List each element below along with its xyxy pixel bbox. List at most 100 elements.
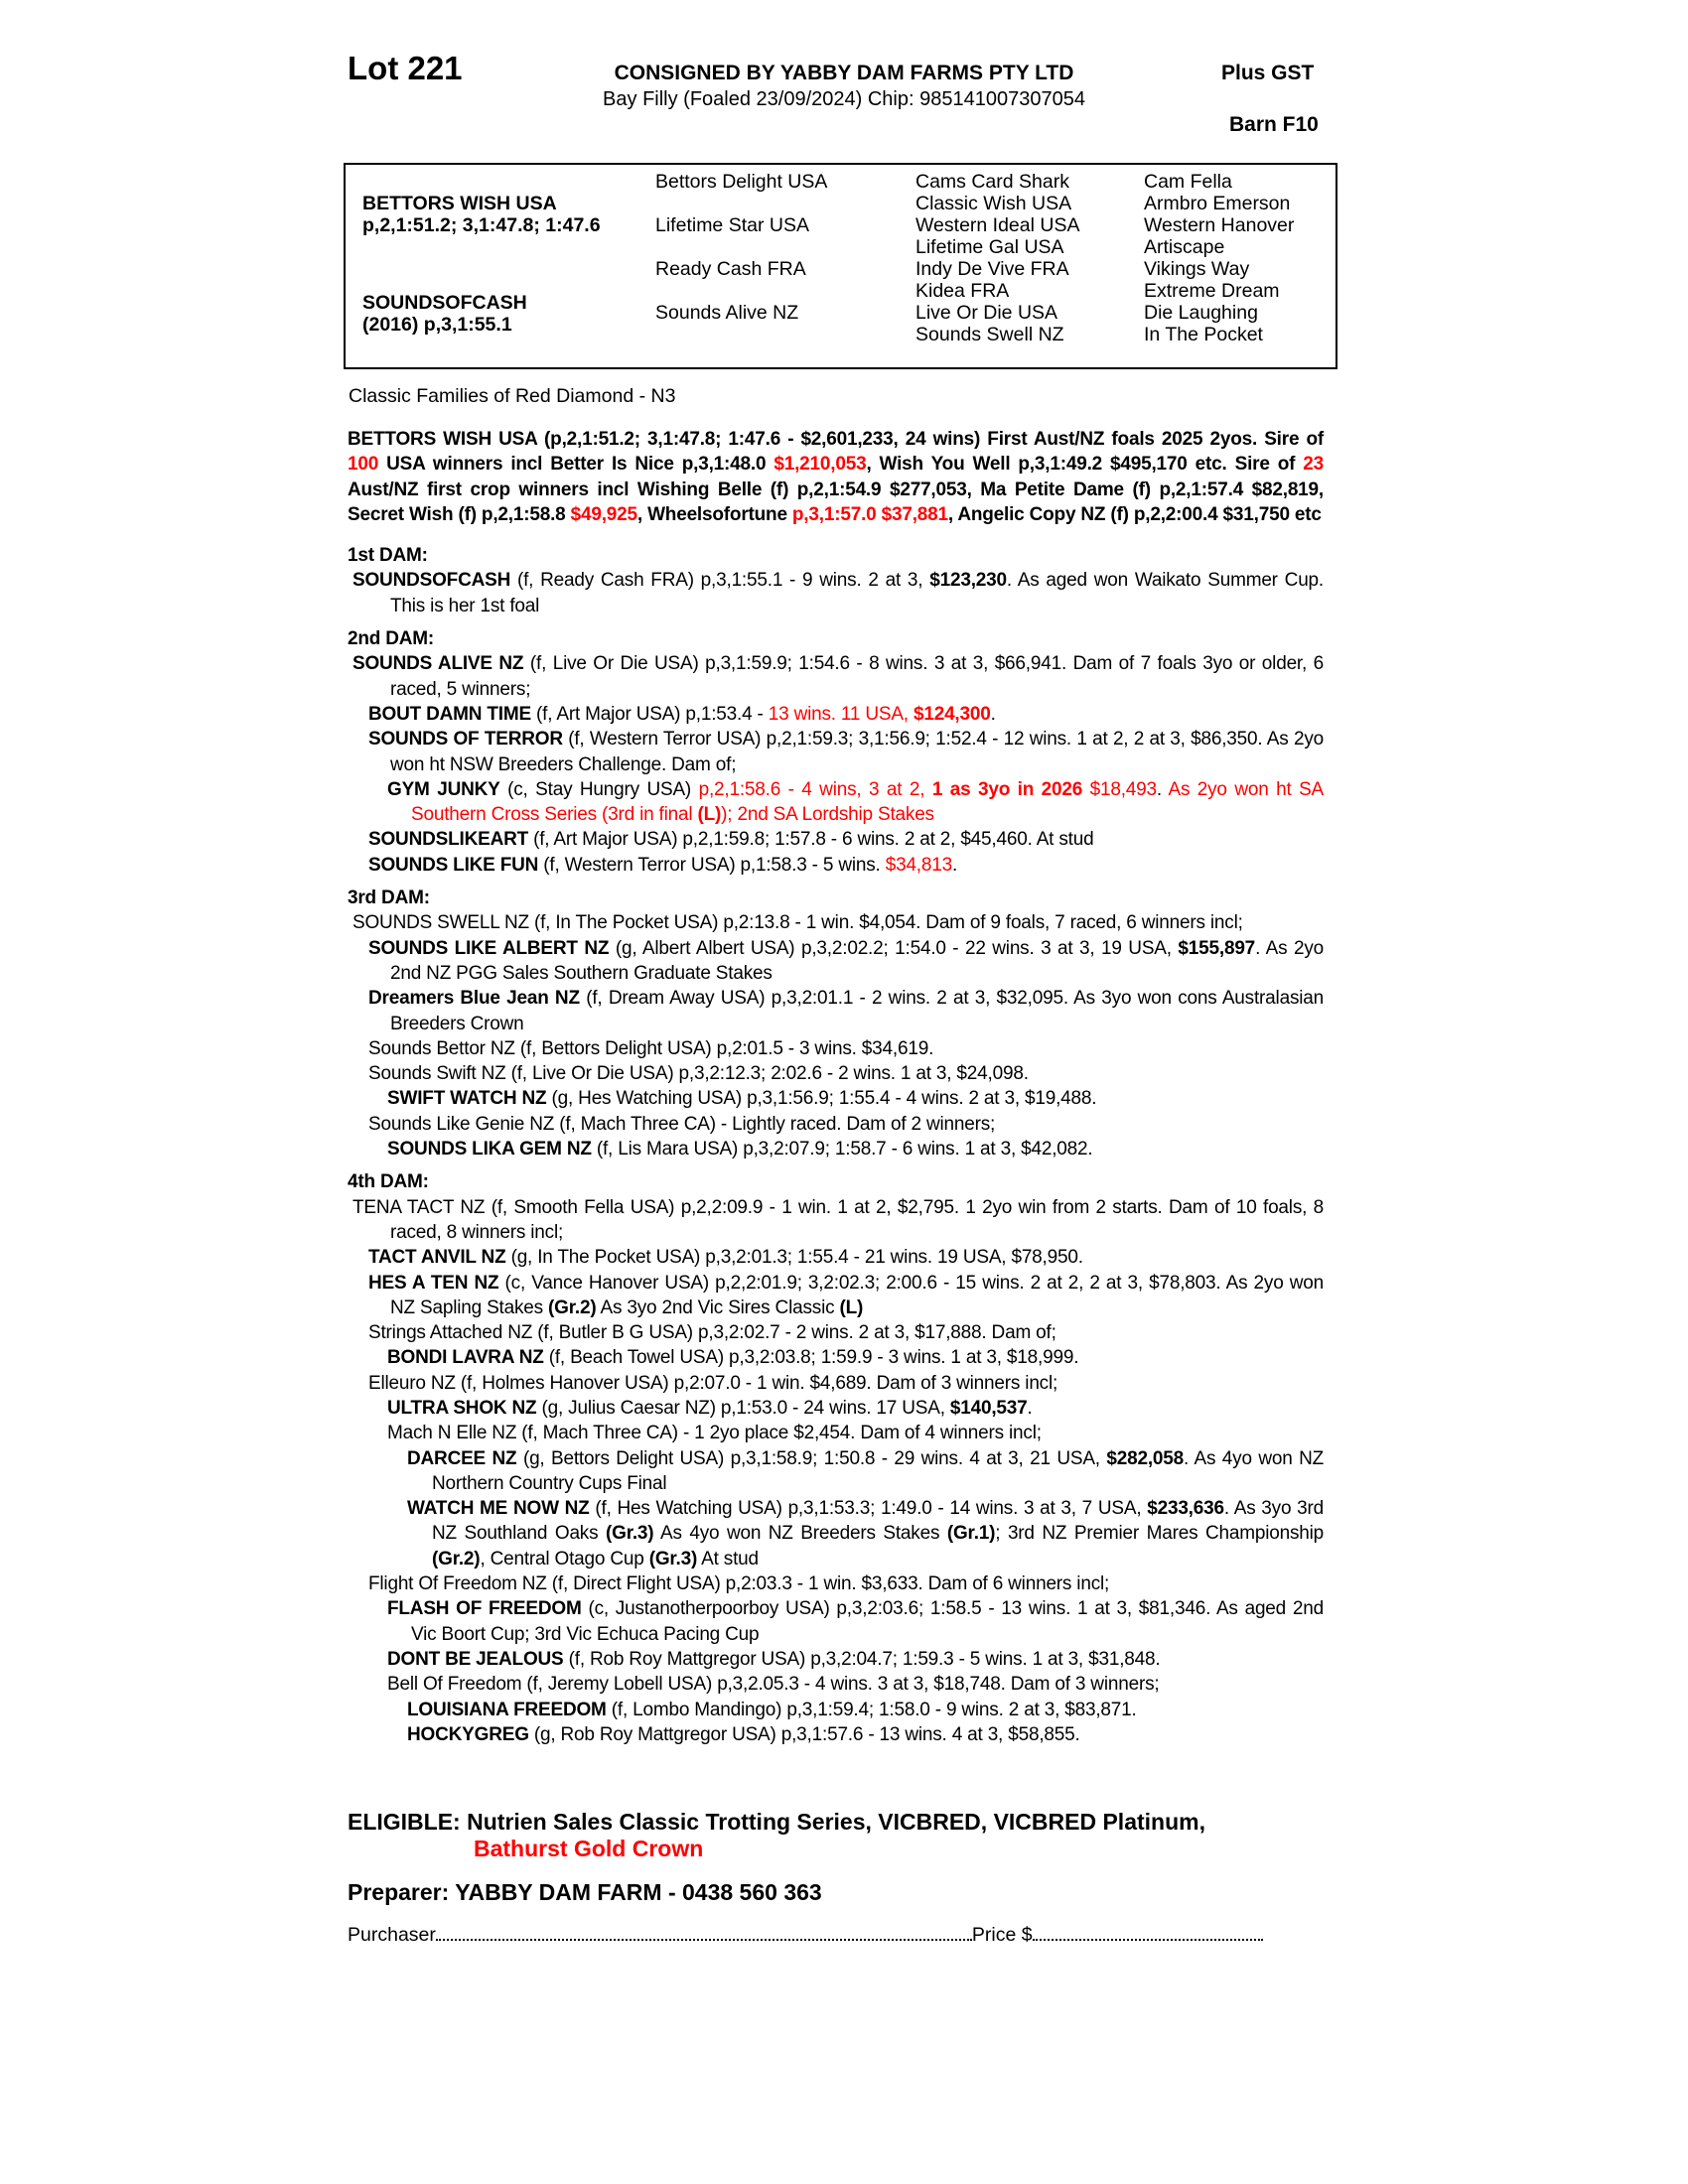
lot-number: Lot 221 xyxy=(348,50,463,86)
text-run: p,3,1:57.0 $37,881 xyxy=(791,503,948,525)
pedigree-table: BETTORS WISH USA p,2,1:51.2; 3,1:47.8; 1… xyxy=(344,163,1337,369)
text-run: ULTRA SHOK NZ xyxy=(387,1397,537,1419)
text-run: $18,493 xyxy=(1082,778,1157,800)
text-run: ); 2nd SA Lordship Stakes xyxy=(721,804,934,826)
progeny-entry: TACT ANVIL NZ (g, In The Pocket USA) p,3… xyxy=(348,1245,1324,1270)
progeny-entry: SOUNDS LIKE FUN (f, Western Terror USA) … xyxy=(348,853,1324,878)
progeny-entry: Elleuro NZ (f, Holmes Hanover USA) p,2:0… xyxy=(348,1371,1324,1396)
progeny-entry: BOUT DAMN TIME (f, Art Major USA) p,1:53… xyxy=(348,702,1324,727)
progeny-entry: FLASH OF FREEDOM (c, Justanotherpoorboy … xyxy=(348,1596,1324,1647)
dam-heading: 2nd DAM: xyxy=(348,628,435,650)
text-run: (L) xyxy=(839,1297,864,1318)
sire-record: p,2,1:51.2; 3,1:47.8; 1:47.6 xyxy=(362,214,601,236)
price-field[interactable] xyxy=(1032,1938,1263,1941)
preparer: Preparer: YABBY DAM FARM - 0438 560 363 xyxy=(348,1879,822,1905)
text-run: (f, Western Terror USA) p,2,1:59.3; 3,1:… xyxy=(390,729,1324,775)
pedigree-ancestor: In The Pocket xyxy=(1144,324,1263,345)
text-run: $282,058 xyxy=(1106,1447,1185,1469)
text-run: (Gr.2) xyxy=(548,1297,597,1318)
progeny-entry: SOUNDSOFCASH (f, Ready Cash FRA) p,3,1:5… xyxy=(348,568,1324,618)
text-run: (g, Albert Albert USA) p,3,2:02.2; 1:54.… xyxy=(609,937,1179,959)
text-run: , Wheelsofortune xyxy=(636,503,792,525)
text-run: DONT BE JEALOUS xyxy=(387,1648,564,1670)
text-run: ; 3rd NZ Premier Mares Championship xyxy=(995,1523,1325,1545)
pedigree-ancestor: Indy De Vive FRA xyxy=(915,258,1069,280)
text-run: (c, Justanotherpoorboy USA) p,3,2:03.6; … xyxy=(411,1598,1324,1645)
eligible-highlight: Bathurst Gold Crown xyxy=(474,1836,704,1861)
progeny-entry: WATCH ME NOW NZ (f, Hes Watching USA) p,… xyxy=(348,1496,1324,1571)
text-run: SOUNDS OF TERROR xyxy=(368,729,563,751)
text-run: LOUISIANA FREEDOM xyxy=(407,1699,607,1720)
pedigree-ancestor: Lifetime Star USA xyxy=(655,214,809,236)
pedigree-ancestor: Ready Cash FRA xyxy=(655,258,806,280)
purchaser-field[interactable] xyxy=(435,1938,972,1941)
dam-heading: 3rd DAM: xyxy=(348,887,430,909)
dam-record: (2016) p,3,1:55.1 xyxy=(362,314,512,336)
text-run: Flight Of Freedom NZ (f, Direct Flight U… xyxy=(368,1573,1110,1595)
dam-name: SOUNDSOFCASH xyxy=(362,292,527,314)
text-run: SOUNDSOFCASH xyxy=(352,570,511,592)
progeny-entry: SOUNDS LIKA GEM NZ (f, Lis Mara USA) p,3… xyxy=(348,1137,1324,1161)
text-run: (f, Hes Watching USA) p,3,1:53.3; 1:49.0… xyxy=(589,1498,1148,1520)
text-run: (f, Art Major USA) p,2,1:59.8; 1:57.8 - … xyxy=(528,829,1094,851)
progeny-entry: SOUNDS ALIVE NZ (f, Live Or Die USA) p,3… xyxy=(348,651,1324,702)
pedigree-ancestor: Bettors Delight USA xyxy=(655,171,828,193)
text-run: (f, Western Terror USA) p,1:58.3 - 5 win… xyxy=(538,854,886,876)
pedigree-ancestor: Live Or Die USA xyxy=(915,302,1058,324)
pedigree-ancestor: Die Laughing xyxy=(1144,302,1258,324)
purchaser-label: Purchaser xyxy=(348,1924,436,1946)
text-run: $34,813 xyxy=(885,854,952,876)
progeny-entry: SOUNDS LIKE ALBERT NZ (g, Albert Albert … xyxy=(348,936,1324,987)
text-run: At stud xyxy=(697,1548,759,1570)
text-run: (Gr.1) xyxy=(946,1523,996,1545)
progeny-entry: SWIFT WATCH NZ (g, Hes Watching USA) p,3… xyxy=(348,1086,1324,1111)
text-run: TACT ANVIL NZ xyxy=(368,1247,506,1269)
text-run: (g, In The Pocket USA) p,3,2:01.3; 1:55.… xyxy=(505,1247,1083,1269)
text-run: 23 xyxy=(1303,454,1324,476)
text-run: (L) xyxy=(697,804,722,826)
progeny-entry: HES A TEN NZ (c, Vance Hanover USA) p,2,… xyxy=(348,1271,1324,1321)
text-run: TENA TACT NZ (f, Smooth Fella USA) p,2,2… xyxy=(352,1196,1324,1243)
text-run: (f, Lombo Mandingo) p,3,1:59.4; 1:58.0 -… xyxy=(606,1699,1137,1720)
pedigree-ancestor: Cams Card Shark xyxy=(915,171,1069,193)
text-run: , Central Otago Cup xyxy=(480,1548,649,1570)
text-run: Mach N Elle NZ (f, Mach Three CA) - 1 2y… xyxy=(387,1423,1042,1444)
progeny-entry: SOUNDS OF TERROR (f, Western Terror USA)… xyxy=(348,727,1324,777)
progeny-entry: Bell Of Freedom (f, Jeremy Lobell USA) p… xyxy=(348,1672,1324,1697)
text-run: (f, Lis Mara USA) p,3,2:07.9; 1:58.7 - 6… xyxy=(591,1139,1093,1160)
pedigree-ancestor: Sounds Swell NZ xyxy=(915,324,1064,345)
pedigree-ancestor: Western Ideal USA xyxy=(915,214,1080,236)
family-line: Classic Families of Red Diamond - N3 xyxy=(349,385,676,407)
purchaser-line: Purchaser Price $ xyxy=(348,1924,1263,1947)
progeny-entry: GYM JUNKY (c, Stay Hungry USA) p,2,1:58.… xyxy=(348,777,1324,828)
text-run: FLASH OF FREEDOM xyxy=(387,1598,582,1620)
text-run: As 3yo 2nd Vic Sires Classic xyxy=(596,1297,840,1318)
text-run: 13 wins. 11 USA, xyxy=(768,703,914,725)
pedigree-ancestor: Classic Wish USA xyxy=(915,193,1072,214)
text-run: Strings Attached NZ (f, Butler B G USA) … xyxy=(368,1322,1056,1344)
progeny-entry: ULTRA SHOK NZ (g, Julius Caesar NZ) p,1:… xyxy=(348,1396,1324,1421)
text-run: Sounds Swift NZ (f, Live Or Die USA) p,3… xyxy=(368,1063,1029,1085)
text-run: , Angelic Copy NZ (f) p,2,2:00.4 $31,750… xyxy=(947,503,1322,525)
progeny-entry: Flight Of Freedom NZ (f, Direct Flight U… xyxy=(348,1571,1324,1596)
text-run: (g, Hes Watching USA) p,3,1:56.9; 1:55.4… xyxy=(546,1088,1097,1110)
progeny-entry: Sounds Like Genie NZ (f, Mach Three CA) … xyxy=(348,1112,1324,1137)
text-run: (c, Stay Hungry USA) xyxy=(499,778,699,800)
text-run: SOUNDS SWELL NZ (f, In The Pocket USA) p… xyxy=(352,912,1243,934)
text-run: (f, Live Or Die USA) p,3,1:59.9; 1:54.6 … xyxy=(390,653,1324,700)
pedigree-ancestor: Sounds Alive NZ xyxy=(655,302,799,324)
text-run: As 2yo won ht SA Southern Cross Series (… xyxy=(411,778,1325,826)
text-run: (f, Art Major USA) p,1:53.4 - xyxy=(530,703,769,725)
text-run: SOUNDS ALIVE NZ xyxy=(352,653,524,675)
progeny-entry: Strings Attached NZ (f, Butler B G USA) … xyxy=(348,1320,1324,1345)
price-label: Price $ xyxy=(971,1924,1033,1946)
text-run: SOUNDS LIKE FUN xyxy=(368,854,539,876)
text-run: p,2,1:58.6 - 4 wins, 3 at 2, xyxy=(698,778,932,800)
text-run: DARCEE NZ xyxy=(407,1447,517,1469)
text-run: (g, Rob Roy Mattgregor USA) p,3,1:57.6 -… xyxy=(528,1723,1080,1745)
text-run: (f, Rob Roy Mattgregor USA) p,3,2:04.7; … xyxy=(563,1648,1161,1670)
horse-description: Bay Filly (Foaled 23/09/2024) Chip: 9851… xyxy=(603,88,1085,110)
gst-note: Plus GST xyxy=(1221,62,1315,84)
text-run: $124,300 xyxy=(913,703,991,725)
progeny-entry: Dreamers Blue Jean NZ (f, Dream Away USA… xyxy=(348,986,1324,1036)
